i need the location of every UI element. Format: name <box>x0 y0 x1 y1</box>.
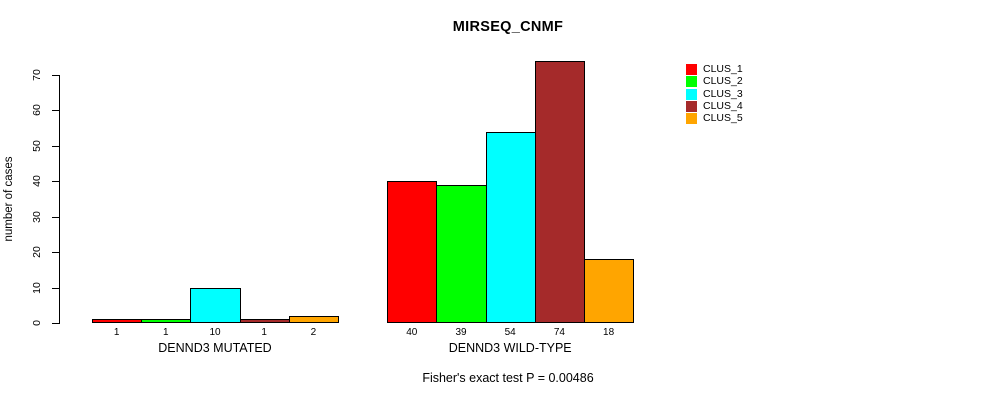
y-tick-label: 0 <box>31 320 43 326</box>
bar-value-label: 2 <box>310 327 317 338</box>
y-tick-label: 10 <box>31 281 43 294</box>
legend-item-label: CLUS_3 <box>703 87 743 100</box>
legend-color-swatch <box>686 64 697 75</box>
bar-value-label: 1 <box>261 327 267 338</box>
y-tick <box>52 145 59 147</box>
bar-value-label: 1 <box>113 327 120 338</box>
y-tick <box>52 287 59 289</box>
y-tick-label: 60 <box>31 104 43 117</box>
y-tick-label: 20 <box>31 246 43 258</box>
legend-color-swatch <box>686 101 697 113</box>
y-tick-label: 50 <box>31 140 43 152</box>
chart-title: MIRSEQ_CNMF <box>452 19 564 35</box>
bar-dennd3-wild-type-clus_3 <box>485 131 536 323</box>
x-group-label: DENND3 MUTATED <box>158 341 272 355</box>
bar-dennd3-wild-type-clus_4 <box>534 60 585 323</box>
y-tick <box>52 110 59 112</box>
fisher-test-annotation: Fisher's exact test P = 0.00486 <box>422 371 594 385</box>
legend-item-label: CLUS_4 <box>703 100 743 113</box>
bar-dennd3-mutated-clus_1 <box>92 319 143 323</box>
y-tick <box>52 75 59 76</box>
y-tick <box>52 181 59 183</box>
legend-color-swatch <box>686 88 697 100</box>
legend-item-label: CLUS_1 <box>703 63 743 75</box>
y-tick-label: 70 <box>31 69 43 81</box>
bar-value-label: 74 <box>553 327 565 338</box>
x-group-label: DENND3 WILD-TYPE <box>448 341 572 355</box>
legend-item-label: CLUS_2 <box>703 75 743 88</box>
bar-dennd3-mutated-clus_3 <box>190 287 241 323</box>
bar-dennd3-wild-type-clus_2 <box>436 184 487 323</box>
bar-dennd3-mutated-clus_5 <box>288 315 339 323</box>
bar-value-label: 40 <box>406 327 418 338</box>
bar-value-label: 18 <box>603 327 615 338</box>
bar-dennd3-wild-type-clus_1 <box>387 181 438 323</box>
bar-dennd3-wild-type-clus_5 <box>584 259 635 323</box>
legend-color-swatch <box>686 76 697 88</box>
y-axis-label: number of cases <box>3 156 15 242</box>
y-axis-line <box>59 75 60 324</box>
legend-item-label: CLUS_5 <box>703 112 743 125</box>
y-tick-label: 30 <box>31 210 43 223</box>
y-tick <box>52 323 59 324</box>
bar-value-label: 10 <box>209 327 221 338</box>
bar-value-label: 39 <box>455 327 467 338</box>
y-tick-label: 40 <box>31 175 43 188</box>
bar-dennd3-mutated-clus_4 <box>239 319 290 323</box>
y-tick <box>52 216 59 218</box>
bar-value-label: 54 <box>504 327 516 338</box>
bar-value-label: 1 <box>163 327 169 338</box>
y-tick <box>52 252 59 254</box>
bar-dennd3-mutated-clus_2 <box>141 319 192 323</box>
legend-color-swatch <box>686 113 697 125</box>
